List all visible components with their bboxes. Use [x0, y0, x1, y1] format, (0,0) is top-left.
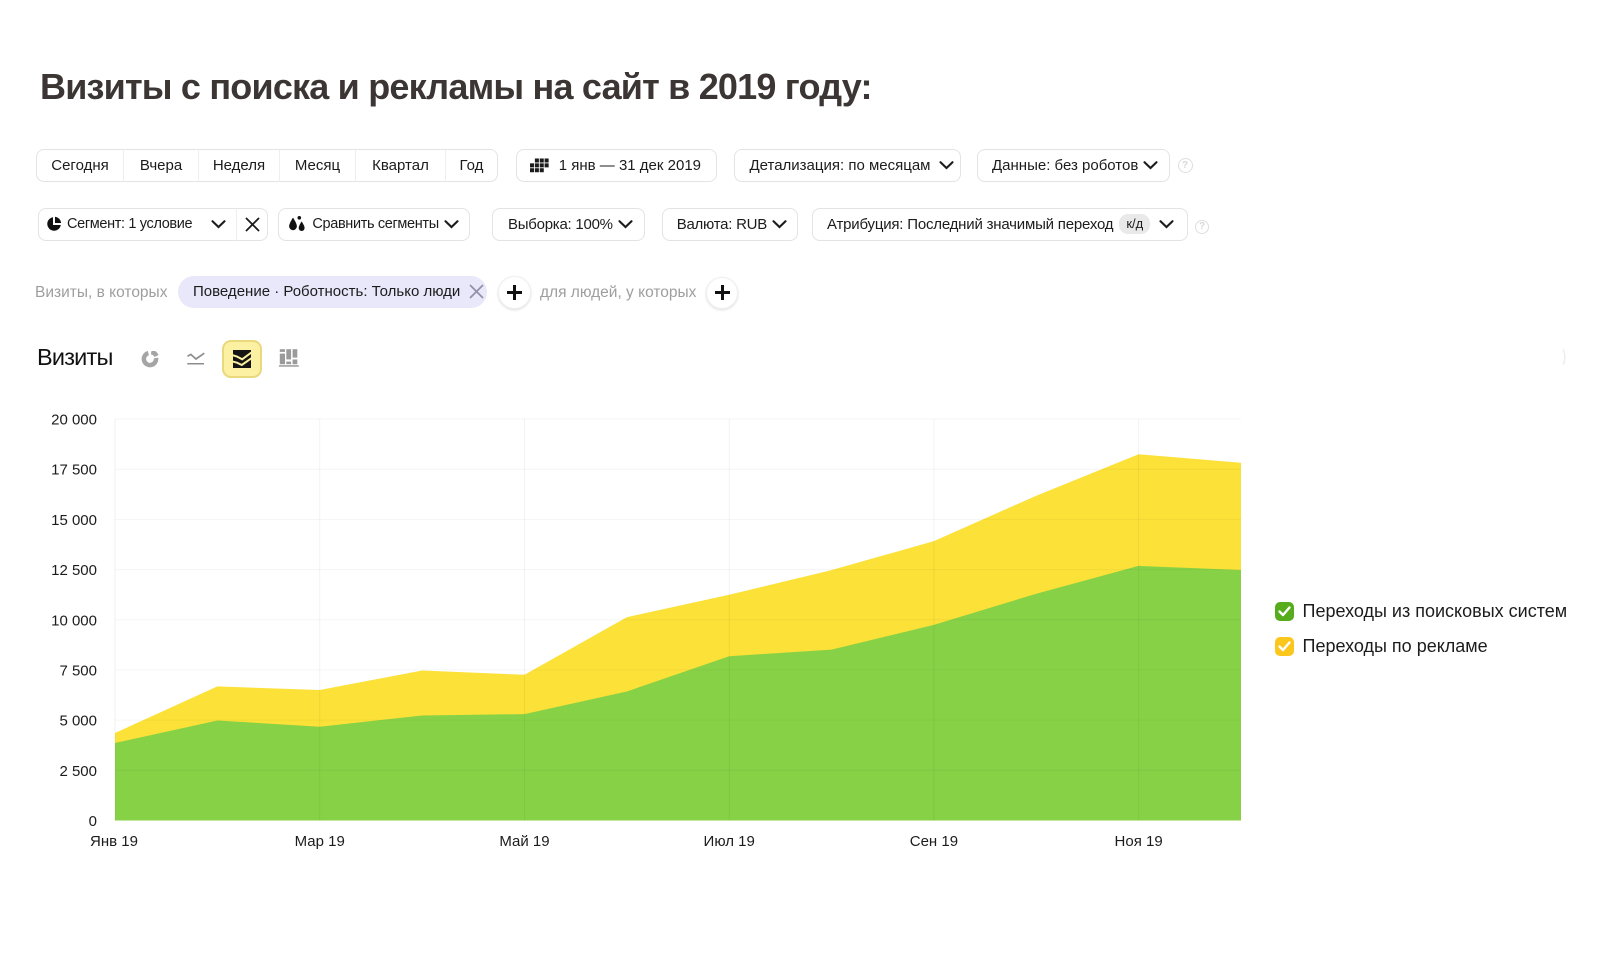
svg-text:20 000: 20 000: [51, 412, 97, 429]
svg-text:Янв 19: Янв 19: [90, 833, 138, 850]
svg-text:7 500: 7 500: [59, 662, 97, 679]
svg-text:Сен 19: Сен 19: [910, 833, 958, 850]
svg-text:2 500: 2 500: [59, 763, 97, 780]
svg-text:17 500: 17 500: [51, 462, 97, 479]
svg-text:Июл 19: Июл 19: [704, 833, 755, 850]
svg-text:5 000: 5 000: [59, 713, 97, 730]
svg-text:15 000: 15 000: [51, 512, 97, 529]
svg-text:Май 19: Май 19: [499, 833, 549, 850]
svg-text:12 500: 12 500: [51, 562, 97, 579]
svg-text:Мар 19: Мар 19: [295, 833, 345, 850]
svg-text:0: 0: [89, 813, 97, 830]
svg-text:Ноя 19: Ноя 19: [1115, 833, 1163, 850]
svg-text:10 000: 10 000: [51, 612, 97, 629]
